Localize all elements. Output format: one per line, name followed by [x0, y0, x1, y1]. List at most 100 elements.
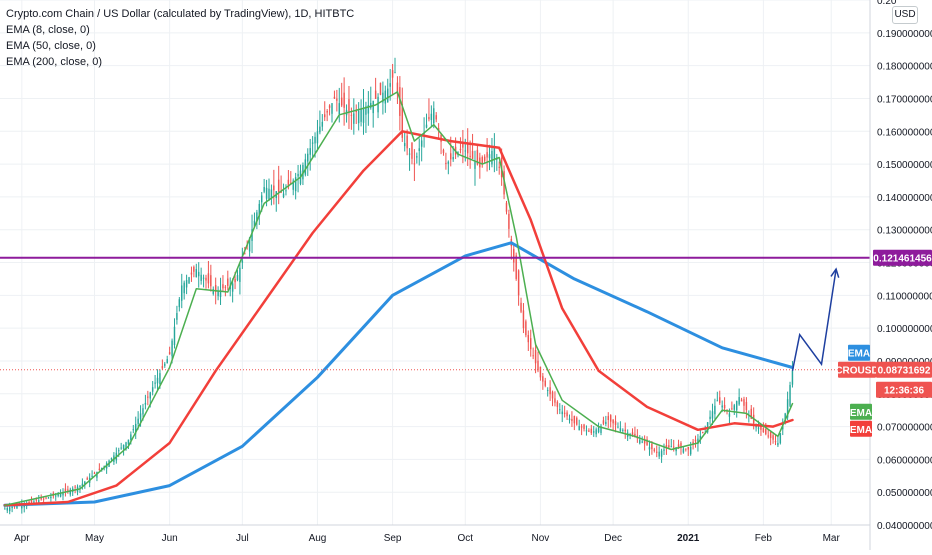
candle-body: [428, 116, 430, 120]
candle-body: [331, 103, 333, 114]
countdown-tag: 12:36:36: [884, 386, 924, 397]
candle-body: [593, 431, 595, 433]
candle-body: [144, 402, 147, 405]
candle-body: [173, 326, 176, 345]
candle-body: [256, 212, 258, 222]
y-tick-label: 0.190000000: [877, 29, 932, 40]
candle-body: [185, 280, 188, 288]
candle-body: [464, 150, 467, 152]
candle-body: [314, 136, 316, 144]
candle-body: [641, 441, 643, 443]
candle-body: [391, 70, 394, 78]
candle-body: [210, 275, 212, 287]
candle-body: [699, 435, 702, 440]
currency-badge[interactable]: USD: [892, 6, 918, 24]
candle-body: [336, 98, 338, 101]
candle-body: [689, 446, 692, 455]
ema-50-tag-bg: [850, 420, 872, 437]
candle-body: [224, 286, 227, 288]
y-tick-label: 0.130000000: [877, 226, 932, 237]
x-tick-label: Nov: [532, 533, 550, 544]
candle-body: [527, 335, 530, 343]
candle-body: [750, 408, 752, 419]
candle-body: [694, 439, 697, 442]
candle-body: [714, 405, 716, 415]
candle-body: [67, 489, 69, 491]
candle-body: [258, 203, 261, 217]
symbol-tag: CROUSD: [835, 366, 878, 377]
candle-body: [270, 189, 273, 199]
candle-body: [769, 431, 772, 439]
candle-body: [612, 419, 614, 424]
candle-body: [559, 409, 561, 411]
candle-body: [513, 248, 515, 263]
candle-body: [668, 445, 670, 448]
candle-body: [11, 506, 13, 509]
candle-body: [277, 179, 280, 192]
x-tick-label: Jul: [236, 533, 249, 544]
candle-body: [183, 282, 185, 294]
candle-body: [190, 272, 193, 275]
candle-body: [181, 285, 183, 301]
candle-body: [702, 431, 704, 434]
candle-body: [57, 494, 59, 496]
candle-body: [304, 159, 307, 175]
candle-body: [675, 447, 677, 452]
candle-body: [265, 187, 268, 199]
candle-body: [680, 442, 682, 449]
candle-body: [433, 108, 435, 124]
candle-body: [355, 110, 357, 113]
ema-50-tag: EMA: [850, 425, 872, 436]
candle-body: [40, 497, 42, 500]
candle-body: [81, 483, 84, 487]
candle-body: [236, 274, 239, 281]
candle-body: [268, 188, 270, 200]
candle-body: [156, 377, 159, 384]
candle-body: [408, 153, 411, 155]
candle-body: [619, 428, 622, 432]
y-tick-label: 0.040000000: [877, 521, 932, 532]
x-tick-label: 2021: [677, 533, 700, 544]
candle-body: [154, 382, 156, 384]
last-price-tag-bg: [876, 361, 932, 378]
candle-body: [147, 396, 149, 398]
candle-body: [343, 92, 345, 108]
candle-body: [357, 110, 360, 124]
candle-body: [721, 405, 723, 408]
candle-body: [8, 507, 11, 512]
y-tick-label: 0.170000000: [877, 94, 932, 105]
candle-body: [755, 425, 757, 428]
candle-body: [134, 423, 137, 434]
candle-body: [738, 397, 740, 405]
legend-ema-200[interactable]: EMA (200, close, 0): [6, 56, 102, 68]
ema-200-tag-bg: [848, 344, 870, 361]
candle-body: [622, 429, 624, 431]
candle-body: [462, 142, 464, 148]
candle-body: [445, 162, 447, 165]
candle-body: [430, 113, 433, 121]
candle-body: [362, 107, 365, 123]
candle-body: [307, 153, 309, 162]
candle-body: [481, 157, 483, 165]
legend-ema-50[interactable]: EMA (50, close, 0): [6, 40, 96, 52]
candle-body: [127, 439, 130, 445]
candle-body: [677, 444, 680, 448]
candle-body: [219, 289, 222, 298]
candle-body: [47, 497, 50, 499]
legend-ema-8[interactable]: EMA (8, close, 0): [6, 24, 90, 36]
candle-body: [241, 260, 244, 263]
candle-body: [772, 435, 774, 440]
candle-body: [69, 489, 72, 495]
candle-body: [333, 96, 336, 99]
candle-body: [539, 366, 542, 378]
candle-body: [396, 82, 399, 95]
candle-body: [197, 271, 200, 277]
candle-body: [765, 428, 767, 435]
candle-body: [161, 366, 164, 369]
candle-body: [285, 190, 287, 192]
y-tick-label: 0.050000000: [877, 488, 932, 499]
candle-body: [282, 193, 285, 198]
